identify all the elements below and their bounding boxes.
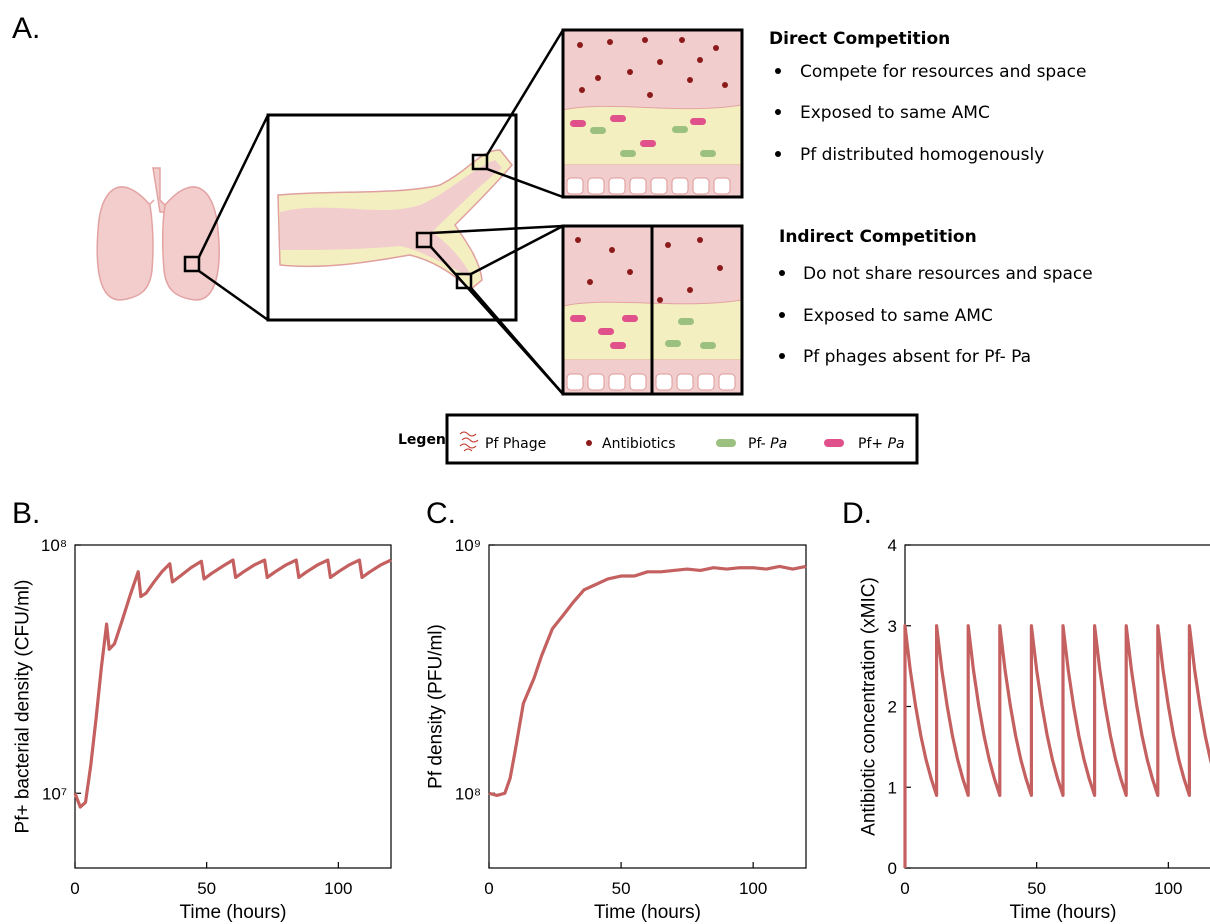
- x-axis-label: Time (hours): [180, 902, 287, 923]
- panel-label: A.: [12, 12, 40, 45]
- legend-phage-icon: [459, 431, 479, 452]
- x-tick-label: 100: [739, 879, 767, 898]
- y-tick-label: 1: [888, 778, 897, 797]
- x-axis-label: Time (hours): [594, 902, 701, 923]
- indirect-title: Indirect Competition: [779, 227, 977, 247]
- data-line: [488, 564, 807, 798]
- zoom-lines: [430, 29, 565, 395]
- lungs: [96, 167, 220, 301]
- y-tick-label: 0: [888, 859, 897, 878]
- bullets: [775, 68, 785, 359]
- legend-species: Pa: [888, 436, 905, 452]
- legend-pfminus-icon: [716, 439, 736, 447]
- legend-label: Pf- Pa: [748, 436, 787, 452]
- legend-label: Pf-: [748, 436, 766, 452]
- panel-label: B.: [12, 497, 40, 530]
- plot-frame: [904, 544, 1210, 869]
- x-axis-label: Time (hours): [1010, 902, 1117, 923]
- legend-title: Legend: [398, 432, 456, 448]
- legend-label: Pf Phage: [485, 436, 546, 452]
- plot-frame: [74, 544, 392, 869]
- zoom-line: [198, 269, 269, 322]
- zoom-square: [183, 255, 201, 273]
- plot-frame: [488, 544, 807, 869]
- y-tick-label: 10⁸: [455, 784, 481, 803]
- y-axis-label: Pf density (PFU/ml): [426, 624, 447, 789]
- panel-label: C.: [426, 497, 456, 530]
- bullet-text: Pf distributed homogenously: [800, 145, 1044, 165]
- zoom-square: [455, 272, 473, 290]
- y-tick-label: 10⁸: [41, 536, 67, 555]
- x-tick-label: 100: [1154, 879, 1182, 898]
- x-tick-label: 0: [484, 879, 493, 898]
- y-axis-label: Pf+ bacterial density (CFU/ml): [13, 580, 34, 834]
- x-tick-label: 50: [197, 879, 216, 898]
- x-tick-label: 50: [1027, 879, 1046, 898]
- y-tick-label: 10⁹: [455, 536, 481, 555]
- bullet-text: Exposed to same AMC: [800, 103, 990, 123]
- data-line: [73, 558, 392, 809]
- legend-pfplus-icon: [824, 439, 844, 447]
- y-tick-label: 4: [888, 536, 897, 555]
- x-tick-label: 0: [900, 879, 909, 898]
- y-axis-label: Antibiotic concentration (xMIC): [859, 577, 880, 836]
- x-tick-label: 50: [612, 879, 631, 898]
- bullet-text: Do not share resources and space: [803, 264, 1093, 284]
- direct-title: Direct Competition: [769, 29, 950, 49]
- bullet-text: Compete for resources and space: [800, 62, 1086, 82]
- legend-label: Antibiotics: [602, 436, 676, 452]
- zoom-direct: [563, 30, 742, 197]
- x-tick-label: 100: [324, 879, 352, 898]
- zoom-line: [197, 114, 270, 258]
- data-line: [903, 624, 1210, 868]
- bullet-text: Pf phages absent for Pf- Pa: [803, 347, 1031, 367]
- y-tick-label: 2: [888, 698, 897, 717]
- bullet-text: Exposed to same AMC: [803, 306, 993, 326]
- zoom-square: [415, 231, 433, 249]
- y-tick-label: 3: [888, 617, 897, 636]
- panel-label: D.: [842, 497, 872, 530]
- legend-antibiotic-icon: [586, 440, 592, 446]
- x-tick-label: 0: [70, 879, 79, 898]
- zoom-frame: [561, 28, 744, 199]
- legend-label: Pf+: [858, 436, 883, 452]
- y-tick-label: 10⁷: [42, 784, 67, 803]
- zoom-square: [471, 153, 489, 171]
- legend-label: Pf+ Pa: [858, 436, 905, 452]
- legend-species: Pa: [770, 436, 787, 452]
- airway-lumen: [280, 160, 502, 278]
